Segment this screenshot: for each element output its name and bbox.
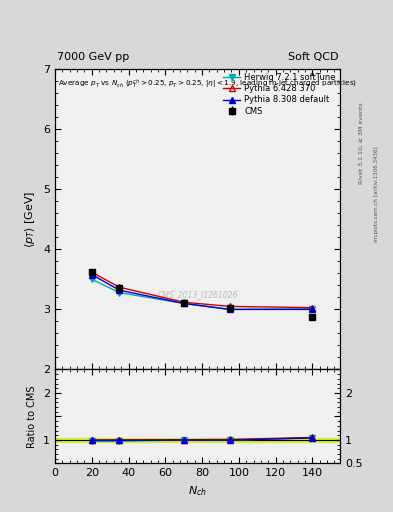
Bar xyxy=(55,438,340,442)
Line: Pythia 8.308 default: Pythia 8.308 default xyxy=(89,272,315,312)
Pythia 8.308 default xyxy=(117,287,122,293)
Pythia 8.308 default xyxy=(90,271,94,278)
Pythia 6.428 370 xyxy=(117,284,122,290)
Herwig 7.2.1 softTune xyxy=(227,306,232,312)
X-axis label: $N_{ch}$: $N_{ch}$ xyxy=(188,484,207,498)
Pythia 6.428 370 xyxy=(310,305,315,311)
Text: 7000 GeV pp: 7000 GeV pp xyxy=(57,52,129,62)
Line: Pythia 6.428 370: Pythia 6.428 370 xyxy=(89,269,315,310)
Pythia 8.308 default xyxy=(310,306,315,312)
Legend: Herwig 7.2.1 softTune, Pythia 6.428 370, Pythia 8.308 default, CMS: Herwig 7.2.1 softTune, Pythia 6.428 370,… xyxy=(222,72,338,117)
Herwig 7.2.1 softTune xyxy=(310,306,315,312)
Text: Rivet 3.1.10, ≥ 3M events: Rivet 3.1.10, ≥ 3M events xyxy=(359,102,364,184)
Text: CMS_2013_I1261026: CMS_2013_I1261026 xyxy=(157,290,238,299)
Y-axis label: Ratio to CMS: Ratio to CMS xyxy=(28,385,37,447)
Pythia 8.308 default xyxy=(227,306,232,312)
Text: Average $p_T$ vs $N_{ch}$ ($p_T^{ch}>0.25$, $p_T>0.25$, $|\eta|<1.9$, leading in: Average $p_T$ vs $N_{ch}$ ($p_T^{ch}>0.2… xyxy=(58,78,357,92)
Y-axis label: $\langle p_T \rangle$ [GeV]: $\langle p_T \rangle$ [GeV] xyxy=(24,190,37,248)
Herwig 7.2.1 softTune xyxy=(117,289,122,295)
Pythia 6.428 370 xyxy=(227,303,232,309)
Text: mcplots.cern.ch [arXiv:1306.3436]: mcplots.cern.ch [arXiv:1306.3436] xyxy=(374,147,379,242)
Pythia 6.428 370 xyxy=(181,299,186,305)
Text: Soft QCD: Soft QCD xyxy=(288,52,339,62)
Line: Herwig 7.2.1 softTune: Herwig 7.2.1 softTune xyxy=(89,276,315,312)
Pythia 6.428 370 xyxy=(90,269,94,275)
Herwig 7.2.1 softTune xyxy=(90,276,94,283)
Herwig 7.2.1 softTune xyxy=(181,301,186,307)
Pythia 8.308 default xyxy=(181,301,186,307)
